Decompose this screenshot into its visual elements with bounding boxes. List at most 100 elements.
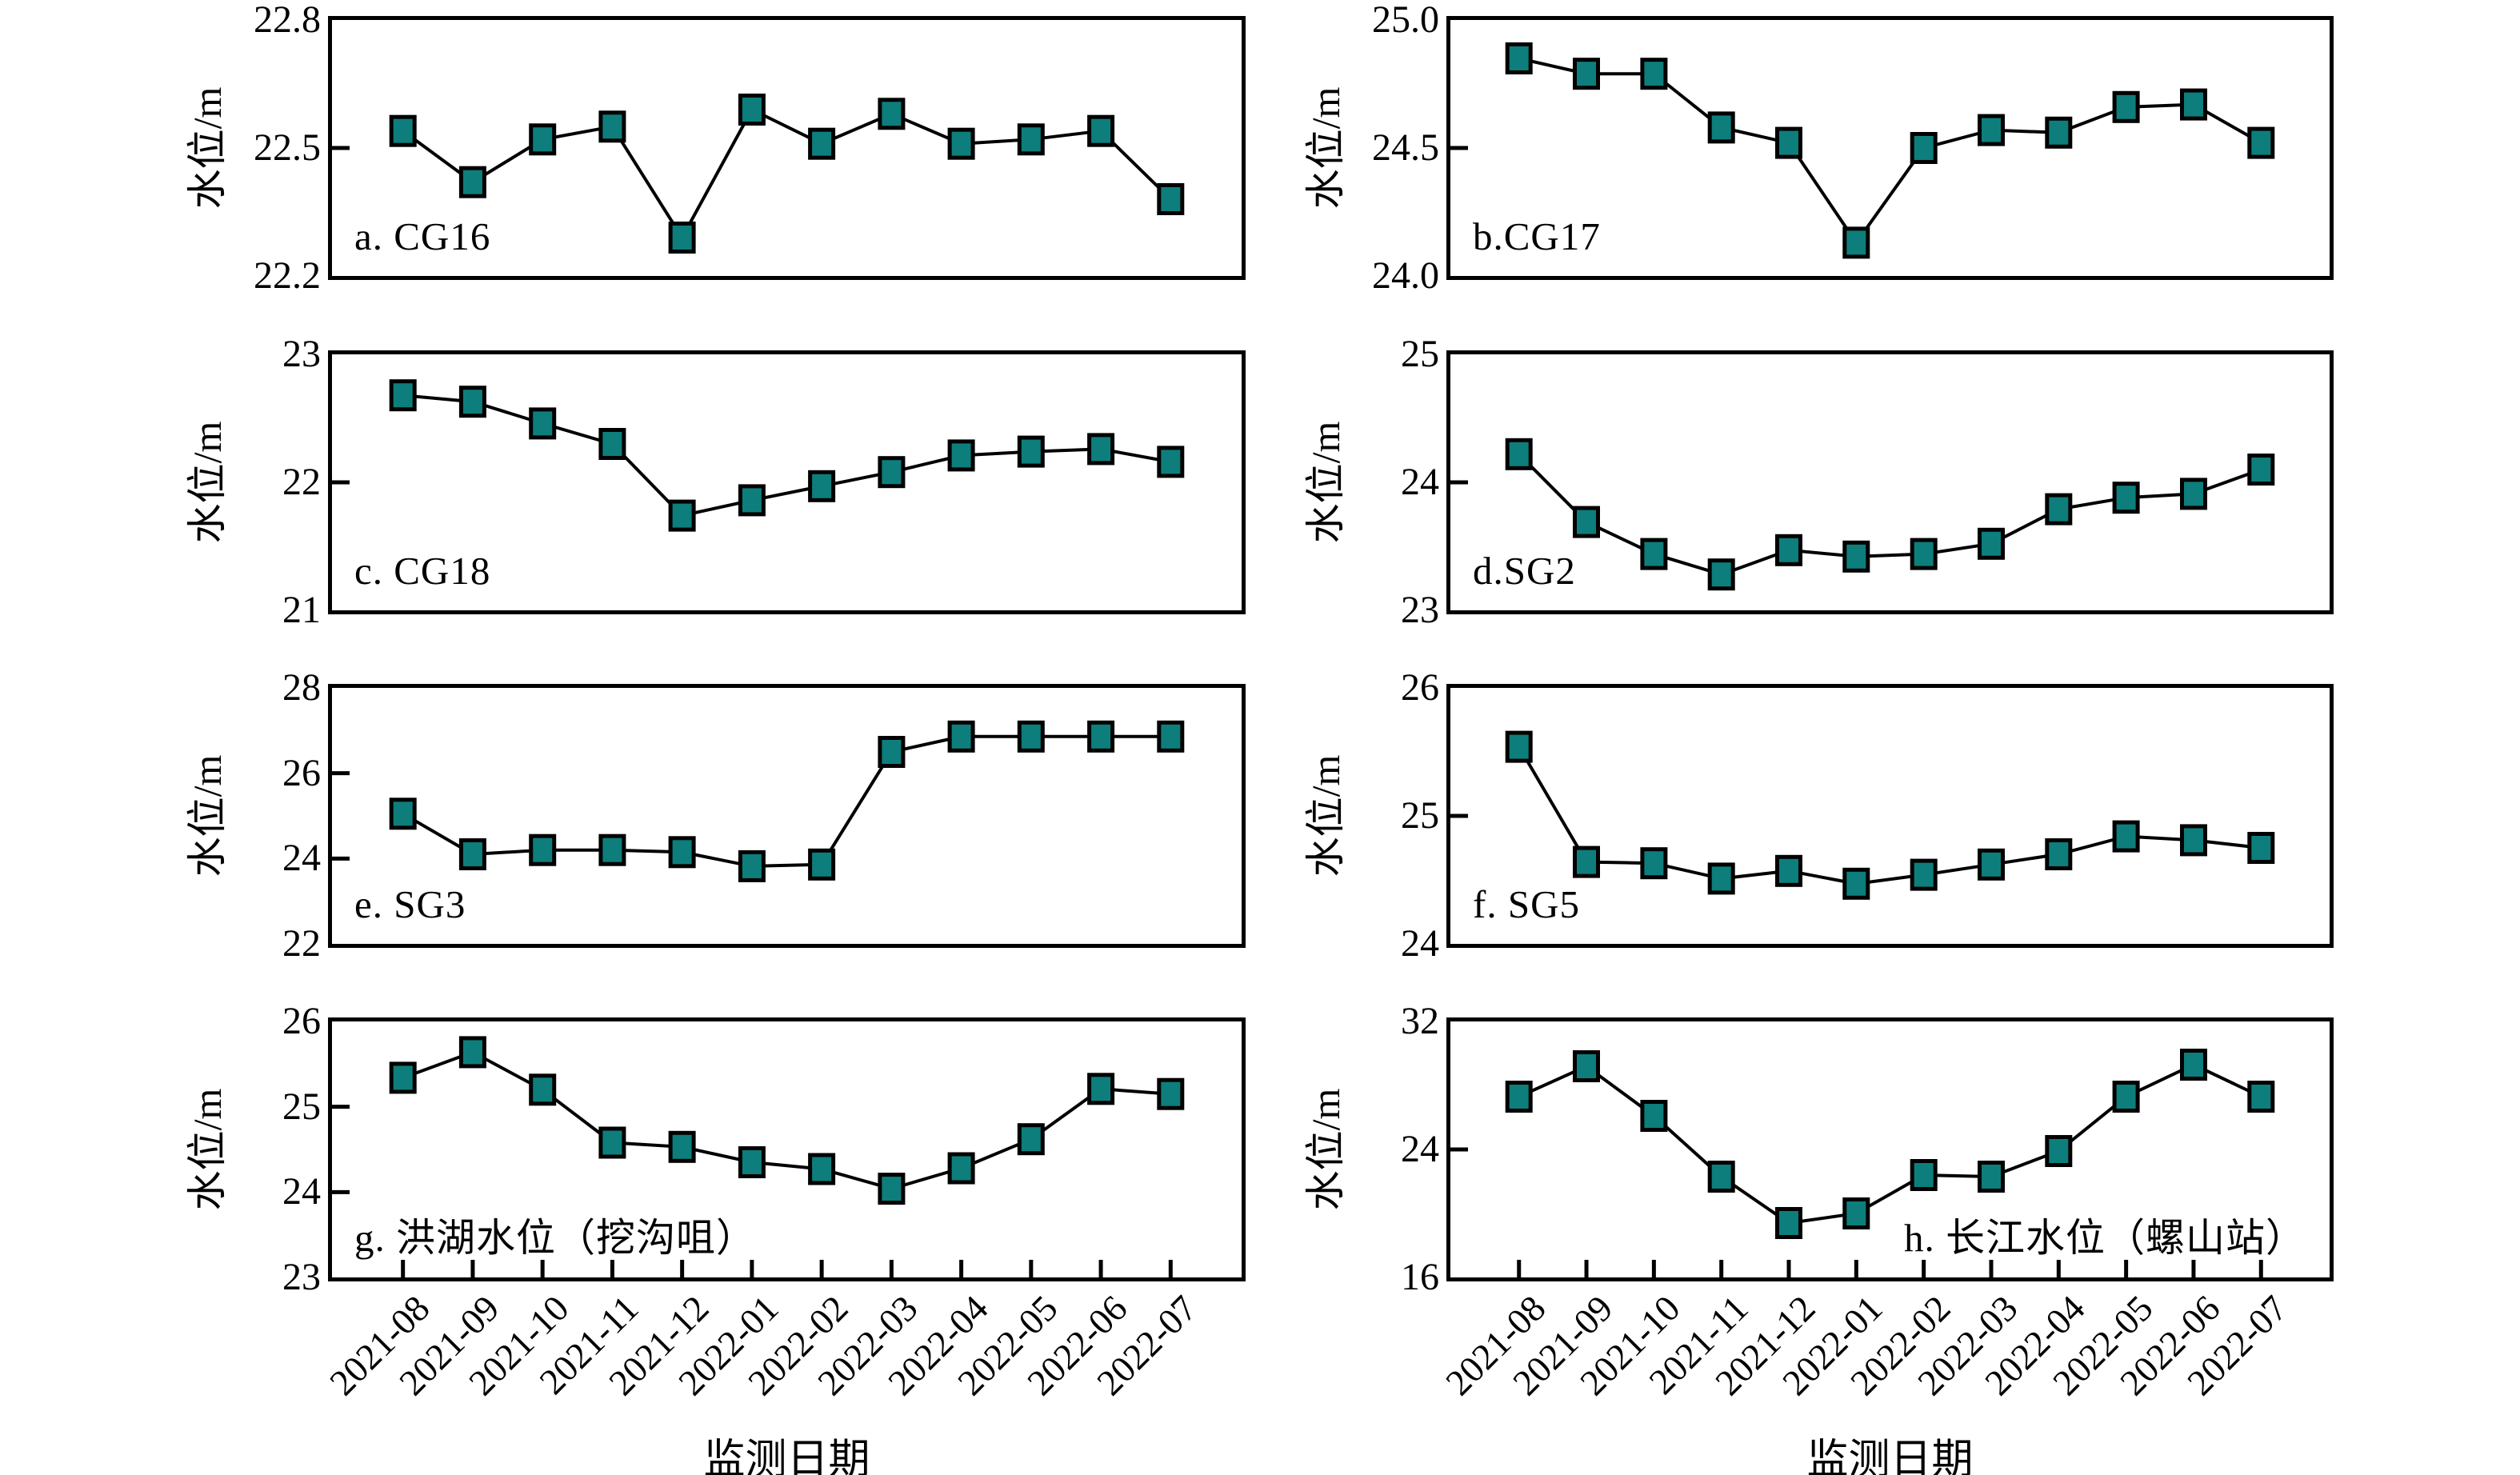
data-point-marker bbox=[2180, 88, 2207, 121]
data-point-marker bbox=[1017, 720, 1045, 753]
data-point-marker bbox=[458, 166, 486, 198]
data-point-marker bbox=[1775, 854, 1802, 887]
data-point-marker bbox=[2180, 1049, 2207, 1081]
x-axis-title: 监测日期 bbox=[1806, 1437, 1974, 1475]
data-point-marker bbox=[1157, 1077, 1185, 1110]
data-point-marker bbox=[808, 1153, 836, 1185]
data-point-marker bbox=[1978, 114, 2005, 146]
y-axis-title: 水位/m bbox=[185, 421, 230, 544]
y-tick-label: 22.2 bbox=[254, 254, 321, 297]
data-point-marker bbox=[947, 720, 975, 753]
data-point-marker bbox=[668, 499, 696, 532]
data-point-marker bbox=[1505, 1081, 1533, 1113]
data-point-marker bbox=[738, 1146, 766, 1178]
data-point-marker bbox=[1087, 114, 1115, 147]
data-point-marker bbox=[458, 386, 486, 418]
panel-title: g. 洪湖水位（挖沟咀） bbox=[354, 1216, 757, 1261]
data-point-marker bbox=[1910, 132, 1938, 164]
data-point-marker bbox=[1775, 1207, 1802, 1239]
data-point-marker bbox=[2045, 838, 2073, 870]
data-point-marker bbox=[1017, 1123, 1045, 1156]
y-tick-label: 23 bbox=[282, 333, 321, 375]
data-point-marker bbox=[1157, 720, 1185, 753]
y-tick-label: 28 bbox=[282, 666, 321, 709]
data-point-marker bbox=[2045, 493, 2073, 526]
data-point-marker bbox=[1087, 433, 1115, 466]
y-axis-title: 水位/m bbox=[1303, 86, 1348, 210]
plot-area-f bbox=[1450, 730, 2275, 900]
panel-title: h. 长江水位（螺山站） bbox=[1903, 1216, 2306, 1261]
data-point-marker bbox=[598, 1126, 626, 1159]
data-point-marker bbox=[2180, 824, 2207, 857]
series-line bbox=[402, 394, 1171, 518]
plot-area-c bbox=[332, 379, 1185, 532]
y-tick-label: 22.8 bbox=[254, 0, 321, 41]
data-point-marker bbox=[598, 110, 626, 143]
data-point-marker bbox=[1505, 438, 1533, 470]
data-point-marker bbox=[947, 1152, 975, 1185]
data-point-marker bbox=[668, 836, 696, 869]
data-point-marker bbox=[808, 848, 836, 881]
data-point-marker bbox=[878, 456, 906, 489]
data-point-marker bbox=[1910, 1159, 1938, 1191]
series-line bbox=[1518, 453, 2262, 577]
series-line bbox=[402, 734, 1171, 868]
plot-area-e bbox=[332, 720, 1185, 882]
y-tick-label: 32 bbox=[1401, 1000, 1439, 1042]
data-point-marker bbox=[1573, 1050, 1600, 1082]
data-point-marker bbox=[878, 736, 906, 768]
y-tick-label: 22.5 bbox=[254, 126, 321, 169]
data-point-marker bbox=[389, 1061, 417, 1094]
data-point-marker bbox=[1910, 858, 1938, 891]
panel-title: a. CG16 bbox=[354, 214, 491, 259]
y-tick-label: 21 bbox=[282, 589, 321, 631]
data-point-marker bbox=[529, 123, 557, 156]
data-point-marker bbox=[1640, 847, 1668, 880]
data-point-marker bbox=[1707, 862, 1735, 895]
data-point-marker bbox=[738, 94, 766, 126]
data-point-marker bbox=[668, 222, 696, 254]
y-tick-label: 25 bbox=[1401, 794, 1439, 837]
data-point-marker bbox=[808, 127, 836, 160]
data-point-marker bbox=[1157, 446, 1185, 478]
data-point-marker bbox=[389, 114, 417, 147]
data-point-marker bbox=[1978, 848, 2005, 881]
series-line bbox=[402, 1050, 1171, 1191]
y-tick-label: 24 bbox=[1401, 1128, 1439, 1170]
y-tick-label: 24 bbox=[282, 837, 321, 880]
panel-h-长江水位（螺山站）: h. 长江水位（螺山站） bbox=[1446, 1017, 2334, 1281]
data-point-marker bbox=[529, 407, 557, 440]
data-point-marker bbox=[2045, 116, 2073, 149]
y-tick-label: 24 bbox=[1401, 461, 1439, 503]
data-point-marker bbox=[2247, 1081, 2275, 1113]
y-tick-label: 24.5 bbox=[1372, 126, 1439, 169]
data-point-marker bbox=[1775, 126, 1802, 159]
data-point-marker bbox=[1842, 867, 1870, 900]
y-axis-title: 水位/m bbox=[1303, 421, 1348, 544]
y-tick-label: 23 bbox=[1401, 589, 1439, 631]
data-point-marker bbox=[878, 1173, 906, 1205]
data-point-marker bbox=[878, 98, 906, 130]
data-point-marker bbox=[1087, 720, 1115, 753]
data-point-marker bbox=[1707, 558, 1735, 591]
data-point-marker bbox=[458, 838, 486, 870]
data-point-marker bbox=[2112, 1081, 2140, 1113]
data-point-marker bbox=[1842, 226, 1870, 259]
data-point-marker bbox=[1573, 506, 1600, 538]
data-point-marker bbox=[1640, 58, 1668, 90]
data-point-marker bbox=[738, 849, 766, 882]
data-point-marker bbox=[1505, 730, 1533, 763]
data-point-marker bbox=[529, 833, 557, 866]
panel-f-SG5: f. SG5 bbox=[1446, 684, 2334, 948]
data-point-marker bbox=[1842, 540, 1870, 573]
data-point-marker bbox=[2247, 126, 2275, 159]
y-axis-title: 水位/m bbox=[1303, 754, 1348, 877]
y-tick-label: 22 bbox=[282, 461, 321, 503]
series-line bbox=[1518, 1062, 2262, 1225]
y-tick-label: 25.0 bbox=[1372, 0, 1439, 41]
panel-a-CG16: a. CG16 bbox=[328, 16, 1246, 280]
data-point-marker bbox=[1505, 42, 1533, 74]
data-point-marker bbox=[947, 439, 975, 472]
panel-title: c. CG18 bbox=[354, 549, 491, 594]
